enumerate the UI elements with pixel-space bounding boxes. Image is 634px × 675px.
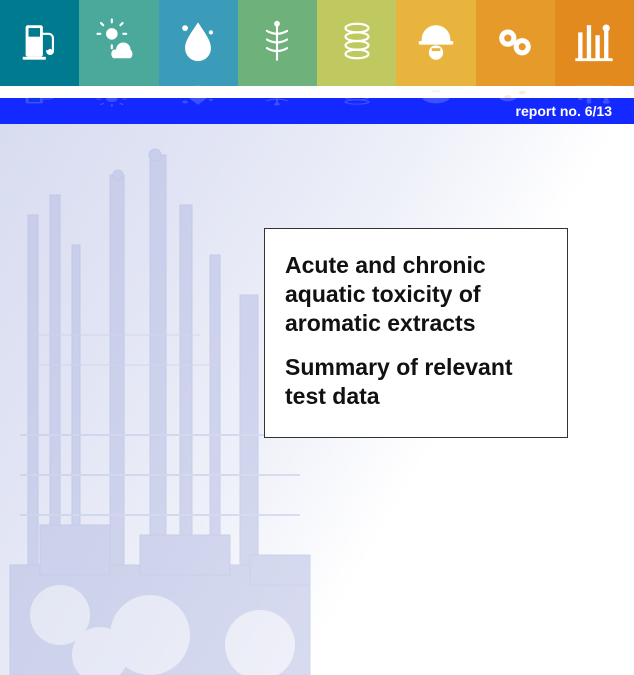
pipes-cell xyxy=(476,0,555,86)
refinery-towers-cell xyxy=(555,0,634,86)
coil-stack-icon xyxy=(334,18,380,69)
caduceus-icon xyxy=(254,18,300,69)
title-line-2: Summary of relevant test data xyxy=(285,353,547,411)
sun-cloud-cell xyxy=(79,0,158,86)
caduceus-reflection xyxy=(238,84,317,107)
icon-strip xyxy=(0,0,634,86)
coil-stack-cell xyxy=(317,0,396,86)
refinery-towers-icon xyxy=(571,18,617,69)
fuel-pump-cell xyxy=(0,0,79,86)
coil-stack-reflection xyxy=(317,84,396,107)
water-drop-reflection xyxy=(159,84,238,107)
caduceus-cell xyxy=(238,0,317,86)
refinery-towers-reflection xyxy=(555,84,634,107)
sun-cloud-icon xyxy=(96,18,142,69)
water-drop-cell xyxy=(159,0,238,86)
fuel-pump-icon xyxy=(17,18,63,69)
worker-hardhat-reflection xyxy=(396,84,475,107)
title-line-1: Acute and chronic aquatic toxicity of ar… xyxy=(285,251,547,337)
water-drop-icon xyxy=(175,18,221,69)
title-box: Acute and chronic aquatic toxicity of ar… xyxy=(264,228,568,438)
worker-hardhat-icon xyxy=(413,18,459,69)
fuel-pump-reflection xyxy=(0,84,79,107)
pipes-icon xyxy=(492,18,538,69)
worker-hardhat-cell xyxy=(396,0,475,86)
pipes-reflection xyxy=(476,84,555,107)
sun-cloud-reflection xyxy=(79,84,158,107)
background-area: Acute and chronic aquatic toxicity of ar… xyxy=(0,124,634,675)
